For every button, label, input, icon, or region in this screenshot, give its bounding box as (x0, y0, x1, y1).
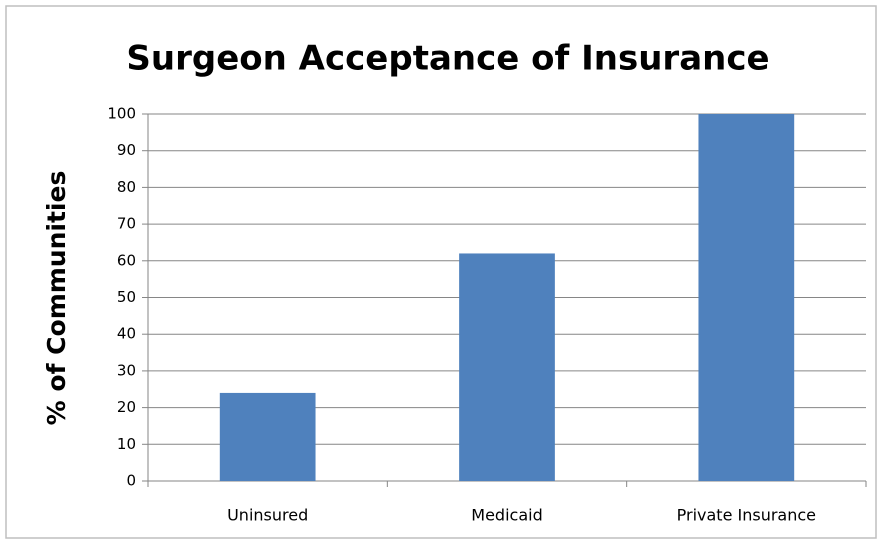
x-tick-label: Uninsured (227, 506, 308, 525)
chart-title: Surgeon Acceptance of Insurance (126, 39, 769, 79)
y-tick-label: 60 (117, 251, 136, 269)
y-tick-label: 30 (117, 361, 136, 379)
x-tick-label: Medicaid (471, 506, 542, 525)
y-tick-label: 10 (117, 435, 136, 453)
bar (459, 253, 555, 481)
y-tick-label: 80 (117, 178, 136, 196)
bar (698, 114, 795, 481)
y-tick-label: 0 (126, 472, 136, 490)
y-tick-label: 50 (117, 288, 136, 306)
y-tick-label: 20 (117, 398, 136, 416)
y-tick-label: 70 (117, 215, 136, 233)
y-axis-label: % of Communities (42, 171, 71, 426)
x-tick-label: Private Insurance (677, 506, 816, 525)
y-tick-label: 90 (117, 141, 136, 159)
bar (219, 392, 316, 481)
y-tick-label: 100 (107, 105, 136, 123)
y-tick-label: 40 (117, 325, 136, 343)
